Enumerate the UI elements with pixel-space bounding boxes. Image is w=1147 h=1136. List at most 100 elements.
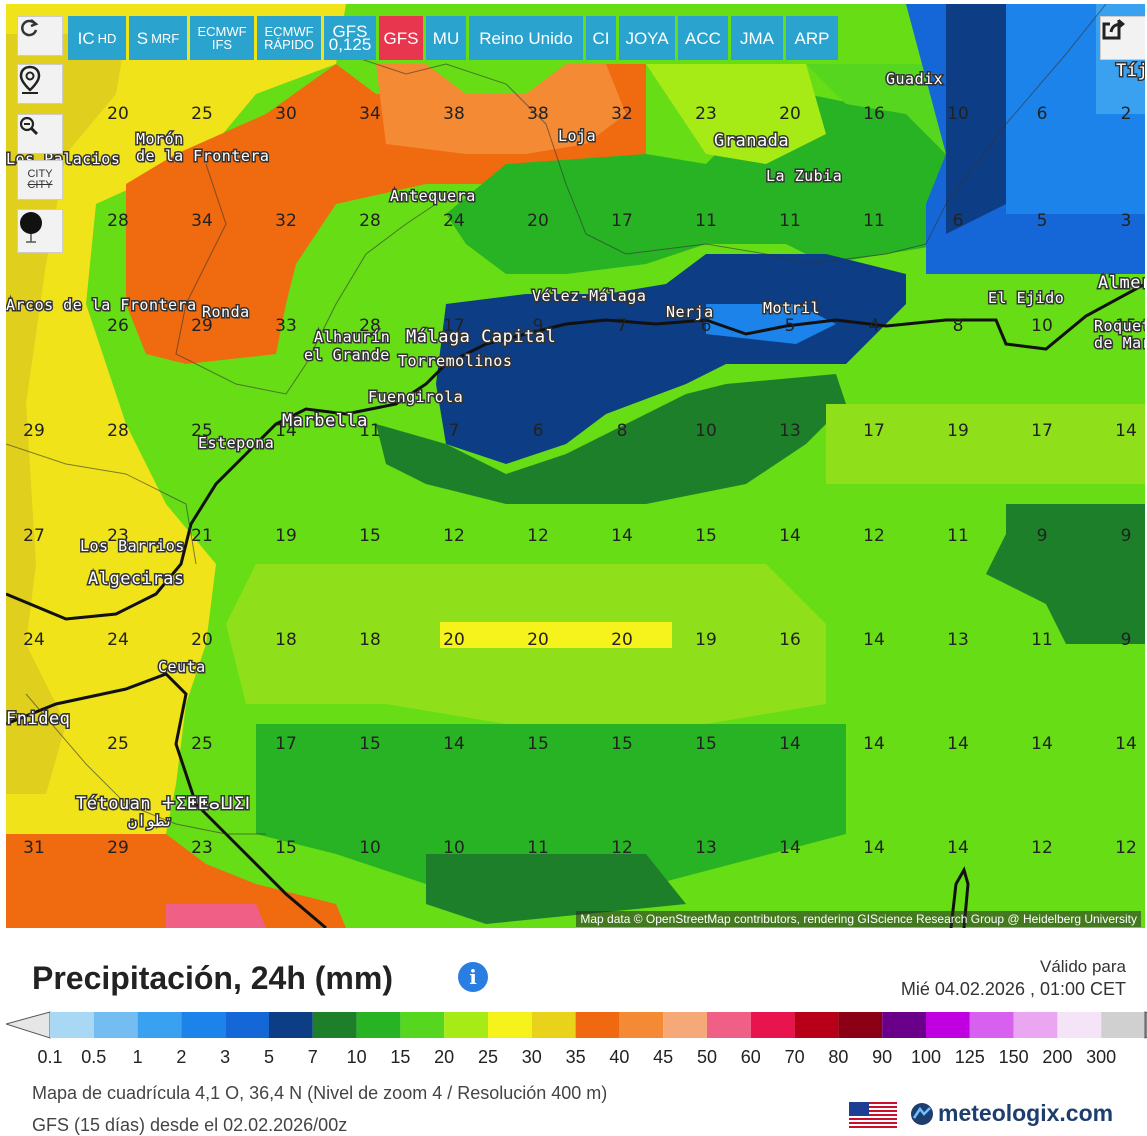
grid-value: 24 [107,630,129,650]
place-label: Almería [1098,273,1145,293]
grid-value: 33 [275,316,297,336]
scale-segment [969,1012,1014,1038]
model-button-label: GFS [383,28,419,48]
model-button-label: ARP [794,28,830,48]
model-button-8[interactable]: CI [586,16,616,60]
place-label: تطوان [128,812,173,830]
model-button-label: MU [432,28,460,48]
scale-tick-label: 3 [220,1047,231,1067]
grid-value: 25 [107,734,129,754]
grid-value: 14 [275,421,297,441]
scale-segment [707,1012,751,1038]
brand[interactable]: meteologix.com [910,1100,1113,1127]
scale-segment [619,1012,664,1038]
scale-tick-label: 1 [132,1047,143,1067]
location-button[interactable] [17,64,63,104]
grid-value: 14 [863,734,885,754]
city-toggle-button[interactable]: CITY CITY [17,160,63,200]
scale-segment [488,1012,532,1038]
scale-segment [838,1012,883,1038]
grid-value: 20 [107,104,129,124]
place-label: Málaga Capital [406,327,556,347]
grid-value: 12 [1115,838,1137,858]
info-icon[interactable]: i [458,962,488,992]
grid-value: 11 [359,421,381,441]
grid-value: 11 [947,526,969,546]
model-button-6[interactable]: MU [426,16,466,60]
brand-name: meteologix.com [938,1100,1114,1126]
zoom-button[interactable] [17,114,63,154]
grid-value: 14 [611,526,633,546]
scale-tick-label: 80 [828,1047,849,1067]
scale-tick-label: 60 [740,1047,761,1067]
grid-value: 20 [779,104,801,124]
model-button-label: GFS [332,22,368,41]
city-label-struck: CITY [27,179,53,191]
model-button-9[interactable]: JOYA [619,16,675,60]
model-button-4[interactable]: GFS 0,125 [324,16,376,60]
grid-value: 30 [275,104,297,124]
grid-value: 2 [1121,104,1132,124]
grid-value: 9 [533,316,544,336]
scale-segment [444,1012,488,1038]
place-label: Motril [763,299,820,317]
grid-value: 28 [107,211,129,231]
grid-value: 10 [359,838,381,858]
grid-value: 13 [695,838,717,858]
place-label: Granada [714,131,789,151]
scale-labels: 0.1 0.5 1 2 3 5 7 10 15 20 25 30 35 40 45 50 60 70 80 90 100… [0,1047,1147,1073]
scale-tick-label: 40 [609,1047,630,1067]
model-button-11[interactable]: JMA [731,16,783,60]
grid-value: 8 [953,316,964,336]
grid-value: 19 [947,421,969,441]
grid-value: 16 [779,630,801,650]
place-label: Alhaurín [314,328,390,346]
share-button[interactable] [1100,16,1145,60]
scale-tick-label: 90 [872,1047,893,1067]
place-label: Algeciras [88,569,185,589]
map-canvas[interactable]: 20 25 30 34 38 38 32 23 20 16 10 6 228 34 32 28 24 20 17 11… [6,4,1145,928]
place-label: Arcos de la Frontera [6,296,197,314]
grid-value: 11 [527,838,549,858]
grid-value: 11 [779,211,801,231]
refresh-button[interactable] [17,16,63,56]
grid-value: 15 [359,526,381,546]
scale-tick-label: 35 [565,1047,586,1067]
model-button-5[interactable]: GFS [379,16,423,60]
scale-tick-label: 15 [390,1047,411,1067]
precipitation-map[interactable]: 20 25 30 34 38 38 32 23 20 16 10 6 2 28 34 32 28 24 20 17 11… [6,4,1145,928]
place-label: Loja [558,127,596,145]
grid-value: 28 [107,421,129,441]
grid-value: 8 [617,421,628,441]
grid-value: 34 [191,211,213,231]
grid-value: 20 [191,630,213,650]
model-button-12[interactable]: ARP [786,16,838,60]
us-flag-icon[interactable] [849,1102,897,1128]
grid-value: 21 [191,526,213,546]
grid-value: 12 [443,526,465,546]
grid-value: 38 [443,104,465,124]
grid-value: 14 [863,630,885,650]
grid-value: 25 [191,104,213,124]
model-button-7[interactable]: Reino Unido [469,16,583,60]
model-button-0[interactable]: IC HD [68,16,126,60]
place-label: Marbella [282,411,368,431]
grid-value: 11 [863,211,885,231]
scale-segment [356,1012,401,1038]
model-button-label: ACC [685,28,721,48]
model-button-3[interactable]: ECMWF RÁPIDO [257,16,321,60]
model-button-10[interactable]: ACC [678,16,728,60]
city-label: CITY [27,168,53,180]
model-button-2[interactable]: ECMWF IFS [190,16,254,60]
model-button-label: Reino Unido [479,28,573,48]
grid-value: 9 [1121,630,1132,650]
scale-segment [882,1012,926,1038]
grid-value: 18 [359,630,381,650]
grid-value: 15 [275,838,297,858]
grid-value: 15 [695,734,717,754]
model-button-1[interactable]: S MRF [129,16,187,60]
point-marker-button[interactable] [17,209,63,253]
scale-tick-label: 200 [1042,1047,1073,1067]
grid-value: 10 [1031,316,1053,336]
scale-segment [400,1012,445,1038]
